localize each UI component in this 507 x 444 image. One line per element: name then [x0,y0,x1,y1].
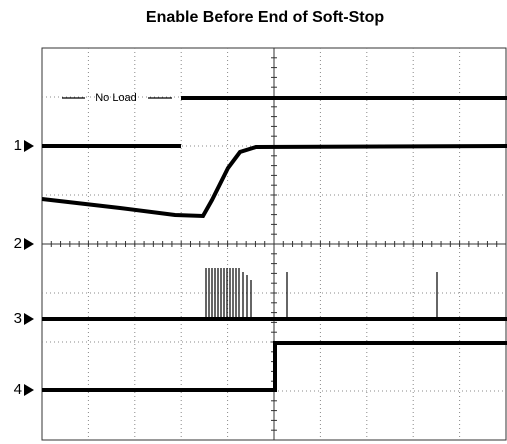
traces [41,96,507,392]
trace-4 [42,341,507,392]
channel-label: 2 [14,235,22,252]
channel-label: 3 [14,310,22,327]
channel-label: 1 [14,137,22,154]
channel-label: 4 [14,381,22,398]
channel-arrow [24,313,34,325]
annotation: No Load [95,92,137,104]
trace-2 [41,144,507,219]
channel-arrow [24,140,34,152]
title: Enable Before End of Soft-Stop [146,9,384,26]
channel-arrow [24,238,34,250]
channel-markers: 1 2 3 4 [14,137,34,398]
switching-bursts [205,268,438,319]
channel-arrow [24,384,34,396]
